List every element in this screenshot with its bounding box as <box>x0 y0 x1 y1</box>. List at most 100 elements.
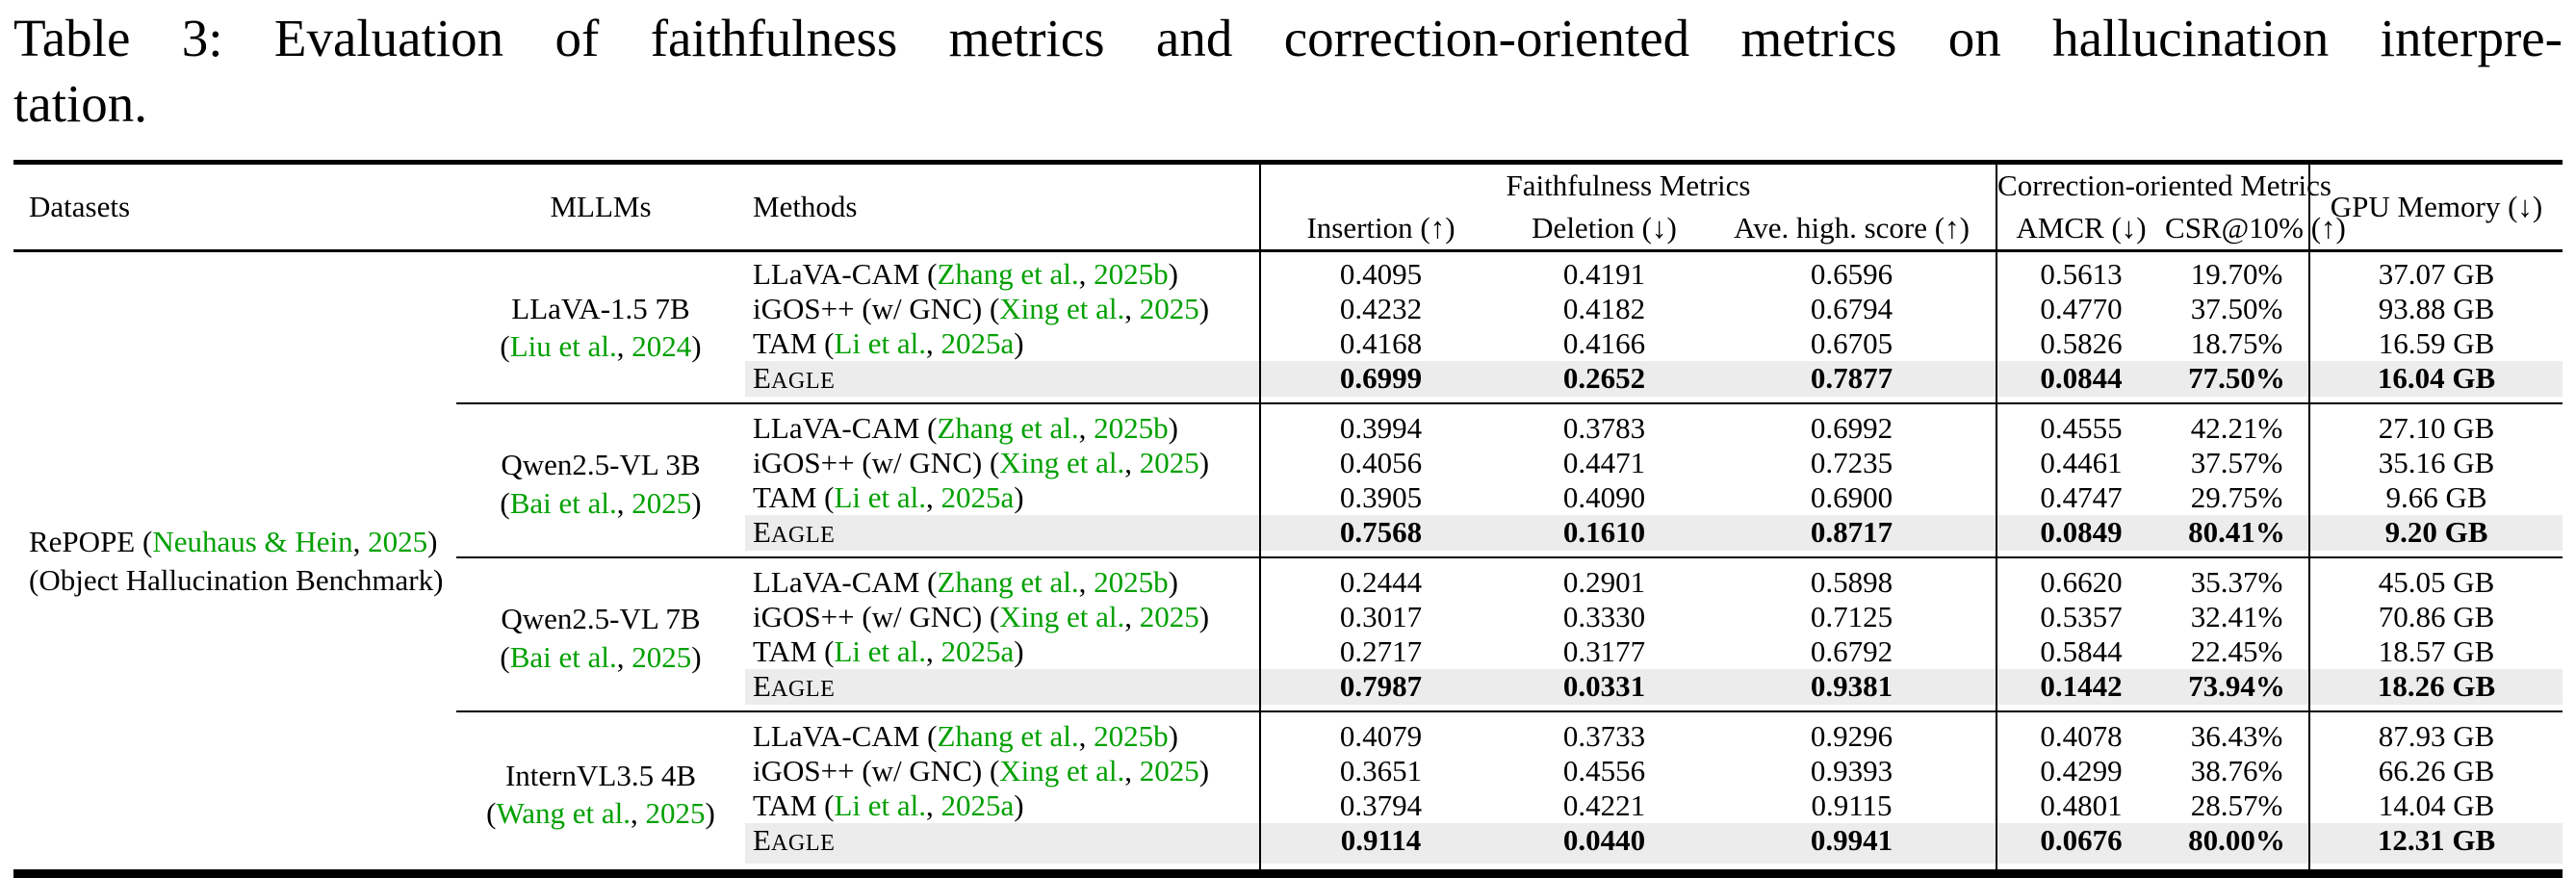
citation-separator: , <box>616 485 632 520</box>
citation-link[interactable]: Li et al. <box>834 480 927 515</box>
citation-separator: , <box>926 788 941 823</box>
cell-gpu-memory: 12.31 GB <box>2309 823 2563 874</box>
cell-insertion: 0.2444 <box>1260 556 1501 601</box>
citation-open-paren: ( <box>927 565 938 600</box>
citation-link[interactable]: Li et al. <box>834 326 927 361</box>
cell-amcr: 0.4770 <box>2040 292 2123 326</box>
cell-gpu-memory: 14.04 GB <box>2378 788 2495 823</box>
citation-link[interactable]: Xing et al. <box>999 754 1125 788</box>
citation-link[interactable]: 2025b <box>1094 719 1169 754</box>
citation-link[interactable]: Li et al. <box>834 634 927 669</box>
mllm-citation: (Bai et al., 2025) <box>456 484 745 523</box>
citation-close-paren: ) <box>1168 411 1178 446</box>
cell-csr-at-10: 80.41% <box>2165 515 2311 558</box>
cell-csr-at-10: 37.57% <box>2165 446 2311 481</box>
citation-link[interactable]: 2024 <box>631 329 692 364</box>
cell-gpu-memory: 93.88 GB <box>2378 292 2495 326</box>
cell-deletion: 0.4471 <box>1562 446 1646 480</box>
method-name: EAGLE <box>753 361 835 395</box>
citation-close-paren: ) <box>705 796 715 831</box>
cell-insertion: 0.4095 <box>1339 257 1423 292</box>
citation-link[interactable]: Liu et al. <box>509 329 617 364</box>
cell-csr-at-10: 77.50% <box>2165 361 2311 404</box>
method-name: LLaVA-CAM <box>753 719 920 754</box>
table-row: Qwen2.5-VL 7B (Bai et al., 2025) LLaVA-CAM… <box>13 556 2563 712</box>
citation-link[interactable]: Neuhaus & Hein <box>152 525 353 559</box>
space <box>982 754 990 788</box>
citation-link[interactable]: Zhang et al. <box>937 719 1079 754</box>
citation-close-paren: ) <box>691 329 702 364</box>
citation-link[interactable]: Li et al. <box>834 788 927 823</box>
citation-link[interactable]: 2025a <box>940 326 1015 361</box>
method-name-initial: E <box>753 515 771 550</box>
cell-gpu-memory: 45.05 GB <box>2309 556 2563 601</box>
cell-amcr: 0.1442 <box>1996 669 2166 712</box>
citation-link[interactable]: Xing et al. <box>999 446 1125 480</box>
dataset-subtitle: (Object Hallucination Benchmark) <box>29 562 444 597</box>
citation-link[interactable]: Wang et al. <box>496 796 631 831</box>
citation-link[interactable]: 2025 <box>1139 600 1199 634</box>
citation-link[interactable]: 2025a <box>940 634 1015 669</box>
citation-link[interactable]: 2025 <box>631 639 692 674</box>
cell-csr-at-10: 28.57% <box>2165 788 2311 824</box>
citation-link[interactable]: 2025 <box>645 796 706 831</box>
citation-link[interactable]: Xing et al. <box>999 292 1125 326</box>
table-row: EAGLE 0.7987 0.0331 0.9381 0.1442 73.94% 18.26… <box>13 669 2563 712</box>
table-row: iGOS++ (w/ GNC) (Xing et al., 2025) 0.365… <box>13 754 2563 789</box>
citation-open-paren: ( <box>927 411 938 446</box>
space <box>816 788 824 822</box>
col-header-csr-at-10: CSR@10% (↑) <box>2165 207 2346 253</box>
citation-link[interactable]: Bai et al. <box>509 485 617 520</box>
citation-link[interactable]: 2025 <box>1139 446 1199 480</box>
mllm-citation: (Liu et al., 2024) <box>456 327 745 366</box>
table-row: iGOS++ (w/ GNC) (Xing et al., 2025) 0.423… <box>13 292 2563 327</box>
space <box>919 719 927 753</box>
cell-ave-high-score: 0.5898 <box>1708 556 1998 601</box>
method-cell: TAM (Li et al., 2025a) <box>745 326 1261 362</box>
cell-amcr: 0.0844 <box>1996 361 2166 404</box>
citation-link[interactable]: 2025a <box>940 480 1015 515</box>
method-name: iGOS++ (w/ GNC) <box>753 754 983 788</box>
table-header: Datasets MLLMs Methods Faithfulness Metr… <box>13 162 2563 253</box>
cell-amcr: 0.5844 <box>2040 634 2123 669</box>
method-cell: iGOS++ (w/ GNC) (Xing et al., 2025) <box>745 292 1261 327</box>
citation-link[interactable]: Zhang et al. <box>937 565 1079 600</box>
table-row: TAM (Li et al., 2025a) 0.3905 0.4090 0.6900… <box>13 480 2563 516</box>
cell-ave-high-score: 0.6900 <box>1708 480 1998 516</box>
cell-ave-high-score: 0.9393 <box>1708 754 1998 789</box>
cell-deletion: 0.1610 <box>1501 515 1708 558</box>
dataset-cell: RePOPE (Neuhaus & Hein, 2025) (Object Hal… <box>13 251 456 874</box>
table-body: RePOPE (Neuhaus & Hein, 2025) (Object Hal… <box>13 250 2563 874</box>
table-row: EAGLE 0.7568 0.1610 0.8717 0.0849 80.41% 9.20 … <box>13 515 2563 558</box>
citation-link[interactable]: 2025 <box>1139 754 1199 788</box>
space <box>816 480 824 514</box>
cell-ave-high-score: 0.6794 <box>1708 292 1998 327</box>
citation-open-paren: ( <box>500 639 510 674</box>
method-name: iGOS++ (w/ GNC) <box>753 600 983 634</box>
cell-insertion: 0.2717 <box>1339 634 1423 669</box>
citation-link[interactable]: 2025 <box>368 525 428 559</box>
citation-link[interactable]: Bai et al. <box>509 639 617 674</box>
citation-link[interactable]: 2025a <box>940 788 1015 823</box>
citation-link[interactable]: Zhang et al. <box>937 257 1079 292</box>
cell-csr-at-10: 38.76% <box>2165 754 2311 789</box>
col-header-methods: Methods <box>745 162 1261 253</box>
citation-link[interactable]: 2025b <box>1094 411 1169 446</box>
citation-separator: , <box>1124 754 1140 788</box>
cell-amcr: 0.5613 <box>2040 257 2123 292</box>
citation-link[interactable]: Zhang et al. <box>937 411 1079 446</box>
method-name: iGOS++ (w/ GNC) <box>753 446 983 480</box>
citation-open-paren: ( <box>989 600 1000 634</box>
table-row: TAM (Li et al., 2025a) 0.3794 0.4221 0.9115… <box>13 788 2563 824</box>
space <box>982 600 990 633</box>
citation-separator: , <box>1078 565 1095 600</box>
method-cell: EAGLE <box>745 515 1261 558</box>
method-name-initial: E <box>753 669 771 704</box>
citation-link[interactable]: 2025 <box>631 485 692 520</box>
citation-link[interactable]: 2025b <box>1094 257 1169 292</box>
citation-separator: , <box>616 639 632 674</box>
cell-deletion: 0.0440 <box>1501 823 1708 874</box>
citation-link[interactable]: Xing et al. <box>999 600 1125 634</box>
citation-link[interactable]: 2025 <box>1139 292 1199 326</box>
citation-link[interactable]: 2025b <box>1094 565 1169 600</box>
